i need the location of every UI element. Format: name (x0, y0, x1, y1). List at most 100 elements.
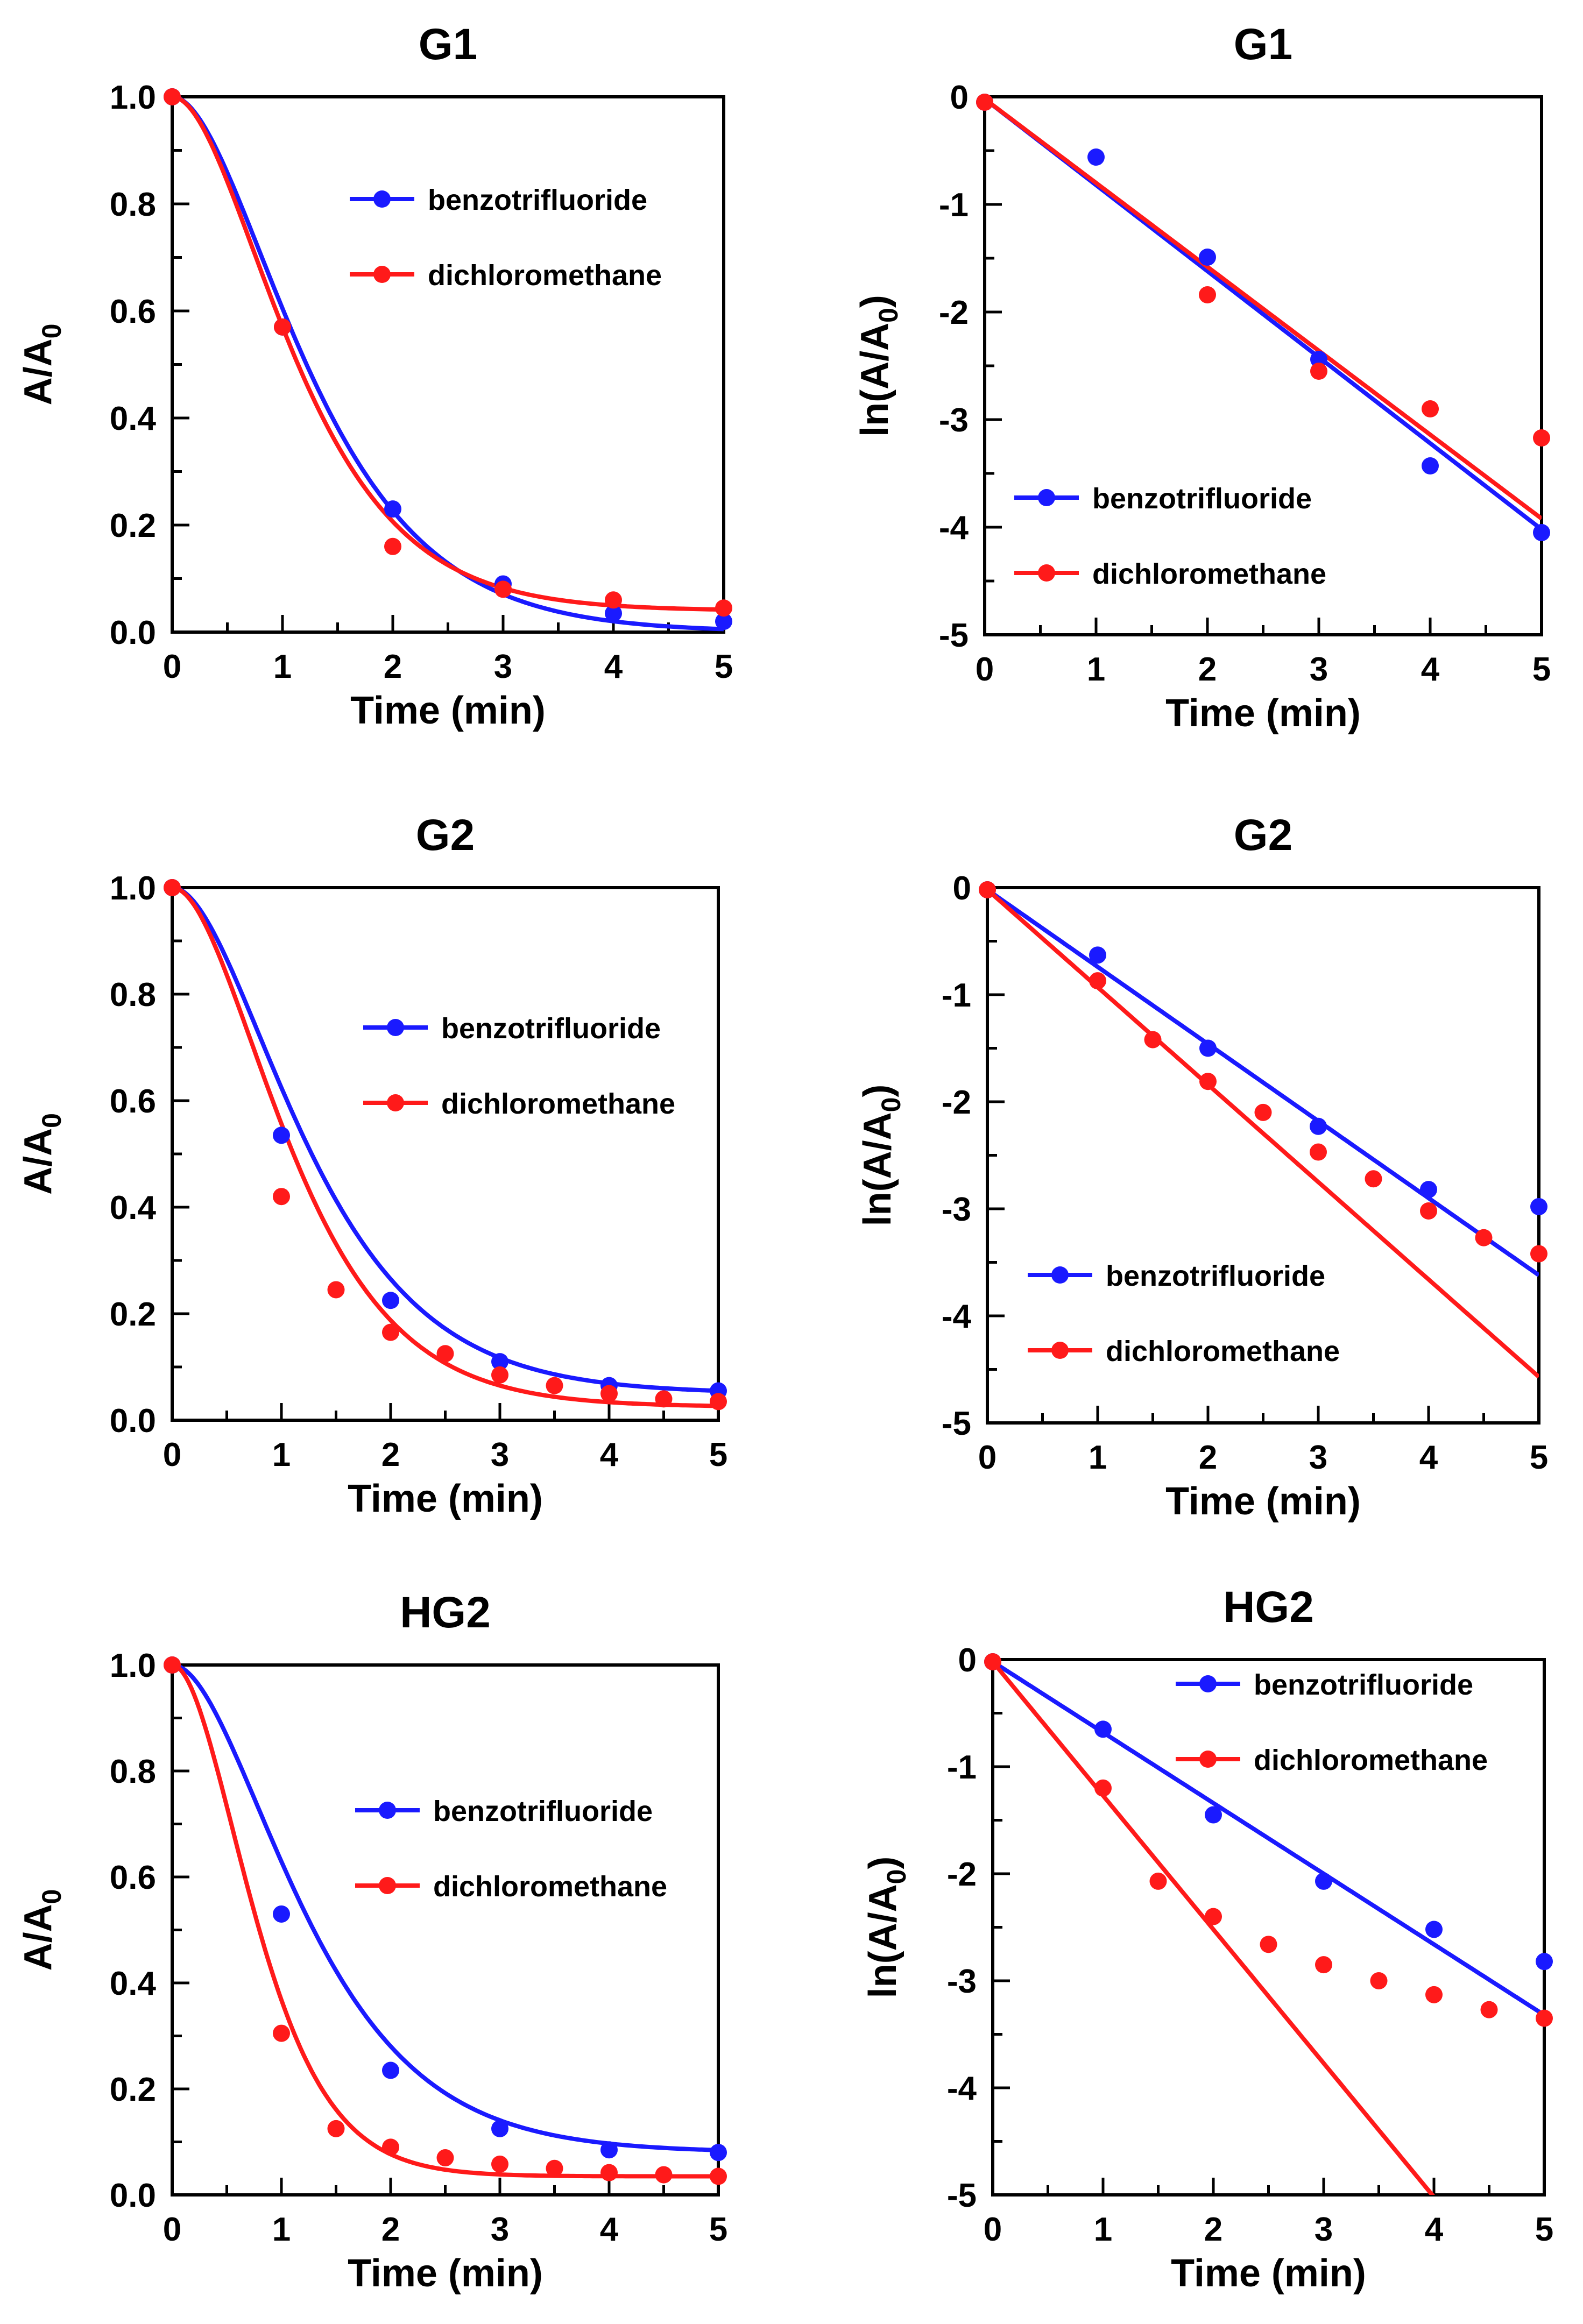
x-tick-label: 3 (1309, 1439, 1327, 1476)
y-tick-label: -3 (947, 1963, 977, 2000)
legend-marker (379, 1877, 396, 1894)
panel-title: HG2 (1223, 1583, 1314, 1632)
plot-frame (171, 886, 720, 1422)
y-tick-label: 0.0 (110, 1402, 156, 1440)
data-point-dichloromethane (1422, 400, 1439, 417)
fit-line-benzotrifluoride (987, 888, 1539, 1277)
x-axis-label: Time (min) (1171, 2252, 1366, 2295)
data-point-dichloromethane (382, 1323, 399, 1341)
data-point-dichloromethane (1370, 1972, 1388, 1989)
x-tick-label: 4 (604, 648, 623, 685)
x-tick-label: 4 (1421, 651, 1440, 688)
legend-marker (373, 190, 391, 208)
x-tick-label: 4 (600, 1436, 619, 1473)
data-point-dichloromethane (164, 88, 181, 105)
x-tick-label: 1 (272, 1436, 291, 1473)
data-point-dichloromethane (1310, 1143, 1327, 1161)
y-tick-label: -5 (947, 2177, 977, 2214)
y-tick-label: 0 (953, 870, 971, 907)
y-tick-label: 0.6 (110, 293, 156, 330)
x-axis-label: Time (min) (1165, 692, 1361, 735)
x-axis-label: Time (min) (348, 1477, 543, 1520)
panel-title: G2 (416, 811, 475, 860)
fit-line-benzotrifluoride (172, 1665, 718, 2152)
x-tick-label: 3 (1310, 651, 1328, 688)
data-point-dichloromethane (655, 1390, 673, 1408)
x-axis-label: Time (min) (350, 689, 546, 732)
data-point-dichloromethane (1536, 2009, 1553, 2027)
data-point-dichloromethane (546, 1377, 563, 1394)
data-point-dichloromethane (1425, 1986, 1443, 2003)
data-point-dichloromethane (710, 1393, 727, 1411)
legend-label: dichloromethane (441, 1088, 675, 1120)
x-tick-label: 3 (491, 1436, 509, 1473)
y-axis-label: A/A0 (17, 1113, 67, 1195)
data-point-dichloromethane (164, 1656, 181, 1674)
y-tick-label: 0.0 (110, 614, 156, 651)
data-point-benzotrifluoride (382, 2061, 399, 2079)
x-tick-label: 0 (978, 1439, 997, 1476)
data-point-benzotrifluoride (491, 1353, 508, 1371)
x-tick-label: 1 (1089, 1439, 1107, 1476)
panel-title: G1 (1234, 20, 1292, 69)
fit-line-dichloromethane (985, 97, 1542, 521)
data-point-benzotrifluoride (384, 500, 401, 518)
x-tick-label: 4 (1425, 2211, 1444, 2248)
x-tick-label: 5 (1535, 2211, 1553, 2248)
x-tick-label: 5 (715, 648, 733, 685)
data-point-dichloromethane (491, 2155, 508, 2173)
data-point-dichloromethane (1530, 1245, 1547, 1263)
y-tick-label: 0 (958, 1642, 977, 1679)
data-point-dichloromethane (1310, 363, 1327, 380)
data-point-dichloromethane (1205, 1908, 1222, 1925)
data-point-dichloromethane (976, 94, 993, 111)
plot-frame (983, 95, 1543, 636)
legend-marker (1199, 1751, 1217, 1768)
y-tick-label: -1 (939, 187, 969, 224)
y-tick-label: -3 (939, 402, 969, 439)
y-tick-label: -4 (947, 2070, 977, 2107)
data-point-benzotrifluoride (1536, 1953, 1553, 1971)
x-tick-label: 2 (381, 1436, 400, 1473)
legend-marker (1051, 1342, 1069, 1359)
x-tick-label: 2 (381, 2211, 400, 2248)
y-tick-label: -5 (939, 617, 969, 654)
y-tick-label: 0 (950, 79, 969, 116)
data-point-benzotrifluoride (1420, 1181, 1437, 1199)
legend-label: benzotrifluoride (428, 184, 647, 216)
y-tick-label: 0.6 (110, 1859, 156, 1896)
y-axis-label: ln(A/A0) (856, 1085, 906, 1227)
fit-line-dichloromethane (172, 1665, 718, 2179)
data-point-benzotrifluoride (273, 1905, 290, 1923)
y-tick-label: 0.2 (110, 2071, 156, 2108)
data-point-dichloromethane (710, 2167, 727, 2185)
data-point-benzotrifluoride (1089, 946, 1106, 964)
data-point-dichloromethane (1144, 1031, 1162, 1048)
y-axis-label: ln(A/A0) (861, 1857, 911, 1999)
data-point-benzotrifluoride (273, 1126, 290, 1144)
legend-marker (1051, 1266, 1069, 1284)
x-tick-label: 5 (709, 2211, 727, 2248)
data-point-benzotrifluoride (491, 2120, 508, 2137)
data-point-dichloromethane (1365, 1170, 1382, 1188)
y-axis-label-main: ln(A/A (856, 1112, 899, 1226)
data-point-dichloromethane (1254, 1103, 1272, 1121)
data-point-dichloromethane (1199, 286, 1216, 303)
y-axis-label-subscript: 0 (37, 324, 67, 339)
data-point-dichloromethane (715, 599, 732, 617)
y-tick-label: 1.0 (110, 1647, 156, 1684)
legend-label: benzotrifluoride (1092, 483, 1312, 515)
y-tick-label: -5 (942, 1405, 971, 1442)
data-point-benzotrifluoride (382, 1292, 399, 1309)
data-point-benzotrifluoride (1094, 1720, 1112, 1738)
y-tick-label: 0.8 (110, 1753, 156, 1790)
y-tick-label: -3 (942, 1191, 971, 1228)
data-point-dichloromethane (600, 1385, 618, 1402)
data-point-dichloromethane (436, 1345, 454, 1363)
y-axis-label-main: A/A (17, 1904, 60, 1971)
data-point-benzotrifluoride (1422, 457, 1439, 474)
legend-label: dichloromethane (1106, 1335, 1340, 1368)
